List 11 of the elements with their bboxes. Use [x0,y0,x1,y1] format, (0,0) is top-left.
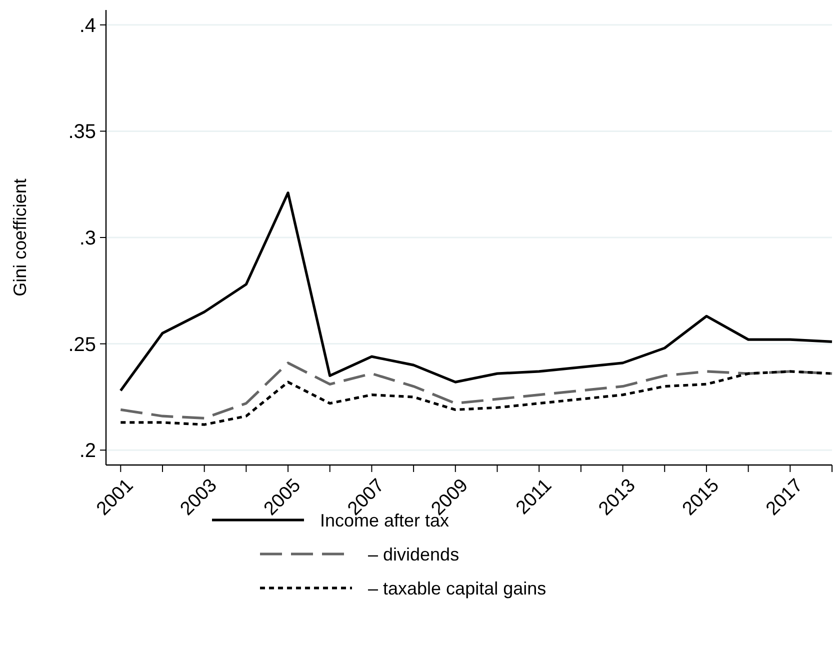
line-series [119,192,833,392]
legend-label: – dividends [368,544,460,564]
y-tick-label: .35 [68,121,96,144]
line-series [119,370,833,426]
y-axis-title: Gini coefficient [10,178,30,296]
y-tick-label: .2 [79,440,96,462]
legend-label: – taxable capital gains [368,578,546,598]
line-series [119,362,833,420]
y-tick-label: .3 [79,228,96,250]
y-tick-label: .25 [68,334,96,356]
y-tick-label: .4 [79,14,96,37]
